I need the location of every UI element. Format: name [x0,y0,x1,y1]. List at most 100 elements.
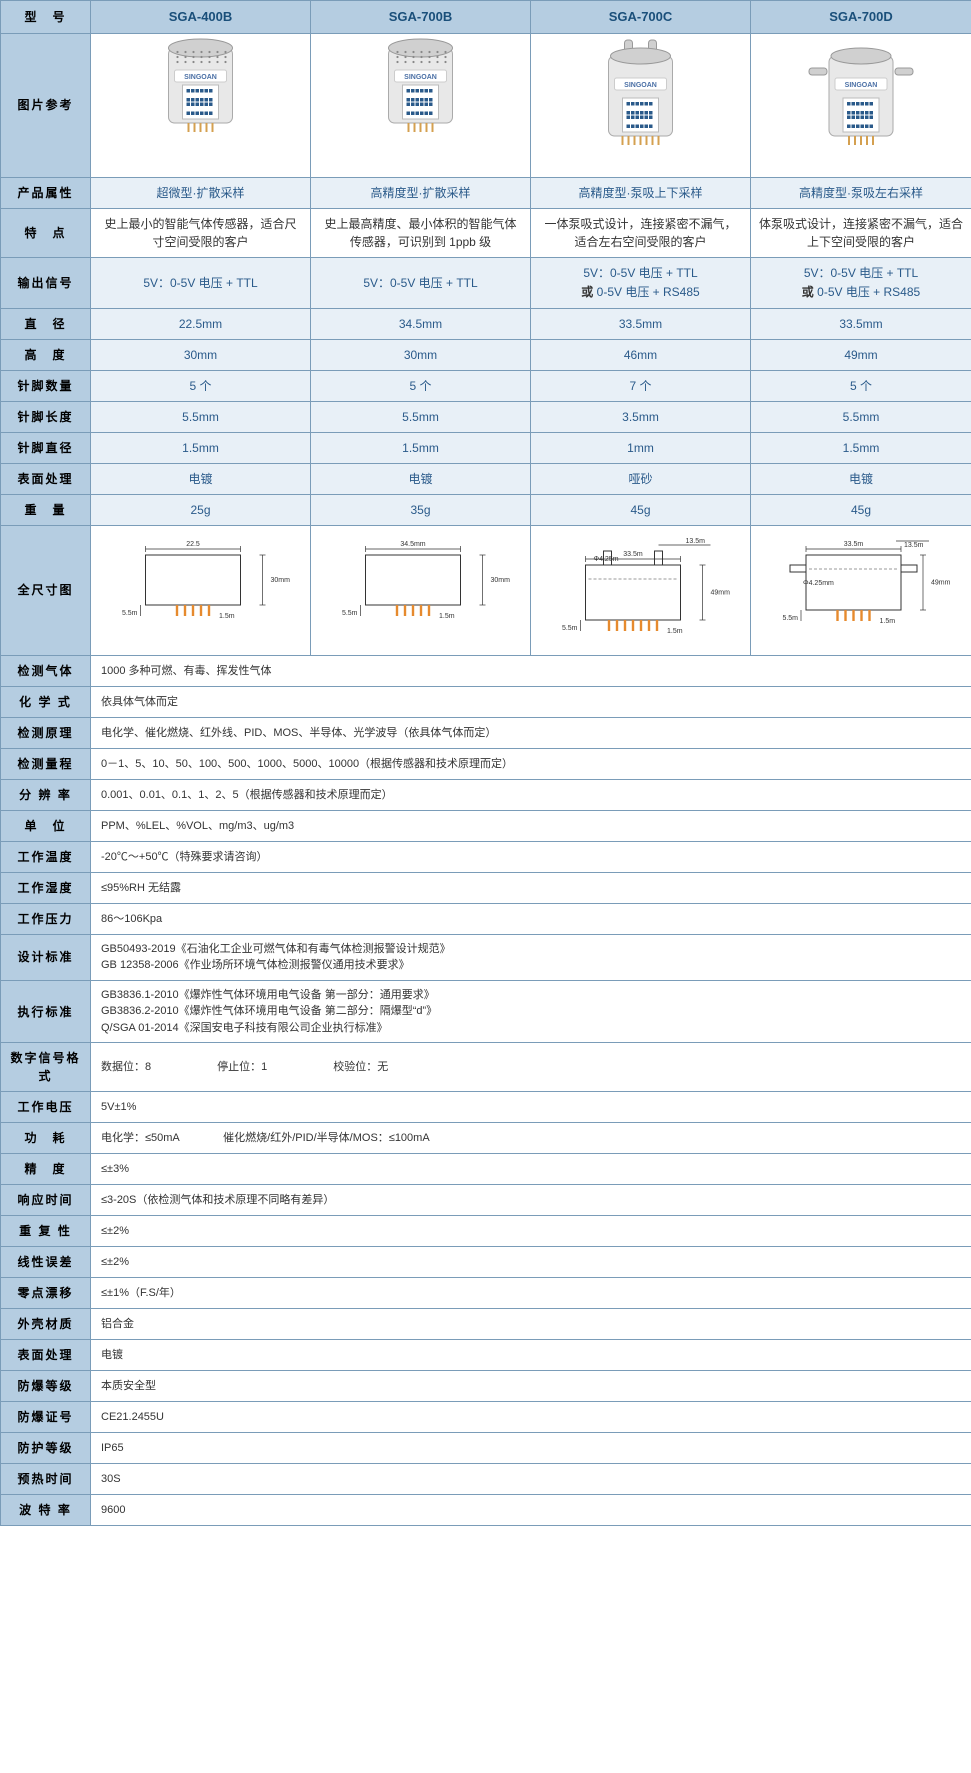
cell-feature-0: 史上最小的智能气体传感器，适合尺寸空间受限的客户 [91,208,311,257]
cell-diameter-2: 33.5mm [531,308,751,339]
dim-drawing-1: 34.5mm 30mm5.5m 1.5m [311,525,531,655]
label-feature: 特 点 [1,208,91,257]
product-image-3: SINGOAN [751,33,971,177]
svg-text:34.5mm: 34.5mm [400,541,425,548]
cell-attr-3: 高精度型·泵吸左右采样 [751,177,971,208]
label-ex_cert: 防爆证号 [1,1402,91,1433]
cell-pin_dia-3: 1.5mm [751,432,971,463]
label-resolution: 分 辨 率 [1,779,91,810]
cell-weight-1: 35g [311,494,531,525]
label-accuracy: 精 度 [1,1154,91,1185]
svg-text:33.5m: 33.5m [623,551,643,558]
cell-height-3: 49mm [751,339,971,370]
svg-text:Φ4.25mm: Φ4.25mm [803,580,834,587]
cell-preheat: 30S [91,1464,971,1495]
cell-digital_fmt: 数据位：8 停止位：1 校验位：无 [91,1043,971,1092]
cell-feature-3: 体泵吸式设计，连接紧密不漏气，适合上下空间受限的客户 [751,208,971,257]
svg-text:SINGOAN: SINGOAN [624,82,657,89]
svg-text:5.5m: 5.5m [562,625,578,632]
label-pin_dia: 针脚直径 [1,432,91,463]
svg-text:5.5m: 5.5m [122,610,138,617]
label-range: 检测量程 [1,748,91,779]
label-surface: 表面处理 [1,463,91,494]
cell-pin_len-1: 5.5mm [311,401,531,432]
cell-work_temp: -20℃～+50℃（特殊要求请咨询） [91,841,971,872]
cell-pin_len-2: 3.5mm [531,401,751,432]
svg-text:1.5m: 1.5m [219,613,235,620]
label-detect_gas: 检测气体 [1,655,91,686]
svg-text:13.5m: 13.5m [904,542,924,549]
label-dim: 全尺寸图 [1,525,91,655]
cell-pin_dia-0: 1.5mm [91,432,311,463]
svg-text:SINGOAN: SINGOAN [404,74,437,81]
cell-weight-0: 25g [91,494,311,525]
cell-attr-0: 超微型·扩散采样 [91,177,311,208]
cell-output-0: 5V：0-5V 电压 + TTL [91,257,311,308]
cell-work_press: 86～106Kpa [91,903,971,934]
cell-output-2: 5V：0-5V 电压 + TTL或 0-5V 电压 + RS485 [531,257,751,308]
cell-ex_cert: CE21.2455U [91,1402,971,1433]
cell-pin_len-3: 5.5mm [751,401,971,432]
dim-drawing-3: Φ4.25mm 13.5m 33.5m 49mm5.5m 1.5m [751,525,971,655]
dim-drawing-0: 22.5 30mm5.5m 1.5m [91,525,311,655]
label-work_press: 工作压力 [1,903,91,934]
spec-table: 型 号SGA-400BSGA-700BSGA-700CSGA-700D图片参考 … [0,0,971,1526]
cell-unit: PPM、%LEL、%VOL、mg/m3、ug/m3 [91,810,971,841]
label-principle: 检测原理 [1,717,91,748]
label-linear: 线性误差 [1,1247,91,1278]
cell-height-1: 30mm [311,339,531,370]
cell-detect_gas: 1000 多种可燃、有毒、挥发性气体 [91,655,971,686]
cell-diameter-3: 33.5mm [751,308,971,339]
cell-pin_count-0: 5 个 [91,370,311,401]
label-preheat: 预热时间 [1,1464,91,1495]
svg-text:49mm: 49mm [711,589,731,596]
cell-accuracy: ≤±3% [91,1154,971,1185]
cell-height-0: 30mm [91,339,311,370]
svg-text:1.5m: 1.5m [439,613,455,620]
svg-text:SINGOAN: SINGOAN [184,74,217,81]
cell-surface-0: 电镀 [91,463,311,494]
label-digital_fmt: 数字信号格式 [1,1043,91,1092]
cell-zero_drift: ≤±1%（F.S/年） [91,1278,971,1309]
cell-feature-1: 史上最高精度、最小体积的智能气体传感器，可识别到 1ppb 级 [311,208,531,257]
cell-baud: 9600 [91,1495,971,1526]
cell-principle: 电化学、催化燃烧、红外线、PID、MOS、半导体、光学波导（依具体气体而定） [91,717,971,748]
cell-surface2: 电镀 [91,1340,971,1371]
label-surface2: 表面处理 [1,1340,91,1371]
label-attr: 产品属性 [1,177,91,208]
cell-pin_count-1: 5 个 [311,370,531,401]
label-formula: 化 学 式 [1,686,91,717]
label-model: 型 号 [1,1,91,34]
label-weight: 重 量 [1,494,91,525]
label-shell: 外壳材质 [1,1309,91,1340]
product-image-1: SINGOAN [311,33,531,177]
cell-pin_count-3: 5 个 [751,370,971,401]
cell-power: 电化学：≤50mA 催化燃烧/红外/PID/半导体/MOS：≤100mA [91,1123,971,1154]
model-header-1: SGA-700B [311,1,531,34]
label-work_volt: 工作电压 [1,1092,91,1123]
cell-work_humid: ≤95%RH 无结露 [91,872,971,903]
label-ip_grade: 防护等级 [1,1433,91,1464]
cell-output-1: 5V：0-5V 电压 + TTL [311,257,531,308]
cell-shell: 铝合金 [91,1309,971,1340]
model-header-0: SGA-400B [91,1,311,34]
label-work_temp: 工作温度 [1,841,91,872]
cell-surface-2: 哑砂 [531,463,751,494]
cell-pin_count-2: 7 个 [531,370,751,401]
label-design_std: 设计标准 [1,934,91,980]
cell-formula: 依具体气体而定 [91,686,971,717]
cell-resolution: 0.001、0.01、0.1、1、2、5（根据传感器和技术原理而定） [91,779,971,810]
label-output: 输出信号 [1,257,91,308]
model-header-2: SGA-700C [531,1,751,34]
svg-text:49mm: 49mm [931,579,951,586]
svg-text:SINGOAN: SINGOAN [845,82,878,89]
label-height: 高 度 [1,339,91,370]
svg-text:13.5m: 13.5m [686,538,706,545]
product-image-2: SINGOAN [531,33,751,177]
cell-ip_grade: IP65 [91,1433,971,1464]
label-response: 响应时间 [1,1185,91,1216]
svg-text:30mm: 30mm [271,577,291,584]
svg-text:30mm: 30mm [491,577,511,584]
cell-diameter-0: 22.5mm [91,308,311,339]
cell-diameter-1: 34.5mm [311,308,531,339]
